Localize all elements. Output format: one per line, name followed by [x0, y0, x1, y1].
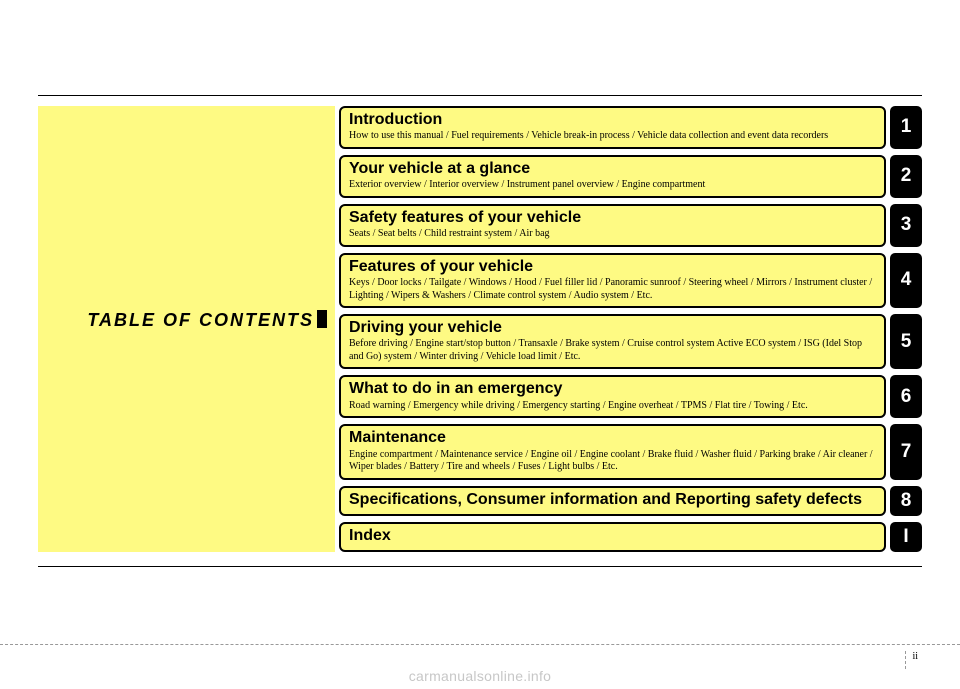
toc-entry: Safety features of your vehicle Seats / …: [339, 204, 922, 247]
entry-title: Safety features of your vehicle: [349, 209, 876, 227]
entry-title: Maintenance: [349, 429, 876, 447]
chapter-badge: 1: [890, 106, 922, 149]
toc-entry: Driving your vehicle Before driving / En…: [339, 314, 922, 369]
chapter-badge: 2: [890, 155, 922, 198]
chapter-badge: 6: [890, 375, 922, 418]
entry-box: Features of your vehicle Keys / Door loc…: [339, 253, 886, 308]
entry-desc: Road warning / Emergency while driving /…: [349, 400, 876, 413]
toc-entry: Index I: [339, 522, 922, 552]
entry-title: Introduction: [349, 111, 876, 129]
toc-entry: Specifications, Consumer information and…: [339, 486, 922, 516]
entry-desc: Engine compartment / Maintenance service…: [349, 449, 876, 474]
entries-column: Introduction How to use this manual / Fu…: [335, 106, 922, 552]
chapter-badge: 5: [890, 314, 922, 369]
entry-box: Introduction How to use this manual / Fu…: [339, 106, 886, 149]
rule-top: [38, 95, 922, 96]
page-number: ii: [912, 651, 918, 662]
toc-title: TABLE OF CONTENTS: [87, 310, 327, 331]
entry-desc: Keys / Door locks / Tailgate / Windows /…: [349, 277, 876, 302]
entry-title: What to do in an emergency: [349, 380, 876, 398]
entry-box: Specifications, Consumer information and…: [339, 486, 886, 516]
footer: ii: [0, 644, 960, 669]
entry-box: Safety features of your vehicle Seats / …: [339, 204, 886, 247]
entry-box: Maintenance Engine compartment / Mainten…: [339, 424, 886, 479]
chapter-badge: I: [890, 522, 922, 552]
entry-box: What to do in an emergency Road warning …: [339, 375, 886, 418]
toc-entry: Maintenance Engine compartment / Mainten…: [339, 424, 922, 479]
page-container: TABLE OF CONTENTS Introduction How to us…: [0, 0, 960, 689]
entry-title: Specifications, Consumer information and…: [349, 491, 876, 509]
entry-title: Features of your vehicle: [349, 258, 876, 276]
entry-box: Index: [339, 522, 886, 552]
chapter-badge: 3: [890, 204, 922, 247]
entry-desc: Exterior overview / Interior overview / …: [349, 179, 876, 192]
left-panel: TABLE OF CONTENTS: [38, 106, 335, 552]
chapter-badge: 4: [890, 253, 922, 308]
toc-entry: Your vehicle at a glance Exterior overvi…: [339, 155, 922, 198]
entry-box: Driving your vehicle Before driving / En…: [339, 314, 886, 369]
entry-title: Index: [349, 527, 876, 545]
toc-entry: Introduction How to use this manual / Fu…: [339, 106, 922, 149]
chapter-badge: 8: [890, 486, 922, 516]
watermark: carmanualsonline.info: [409, 668, 552, 684]
entry-desc: How to use this manual / Fuel requiremen…: [349, 130, 876, 143]
page-num-wrap: ii: [905, 651, 918, 669]
entry-title: Driving your vehicle: [349, 319, 876, 337]
toc-entry: What to do in an emergency Road warning …: [339, 375, 922, 418]
entry-title: Your vehicle at a glance: [349, 160, 876, 178]
rule-bottom: [38, 566, 922, 567]
main-area: TABLE OF CONTENTS Introduction How to us…: [38, 106, 922, 552]
entry-box: Your vehicle at a glance Exterior overvi…: [339, 155, 886, 198]
chapter-badge: 7: [890, 424, 922, 479]
toc-entry: Features of your vehicle Keys / Door loc…: [339, 253, 922, 308]
entry-desc: Seats / Seat belts / Child restraint sys…: [349, 228, 876, 241]
entry-desc: Before driving / Engine start/stop butto…: [349, 338, 876, 363]
